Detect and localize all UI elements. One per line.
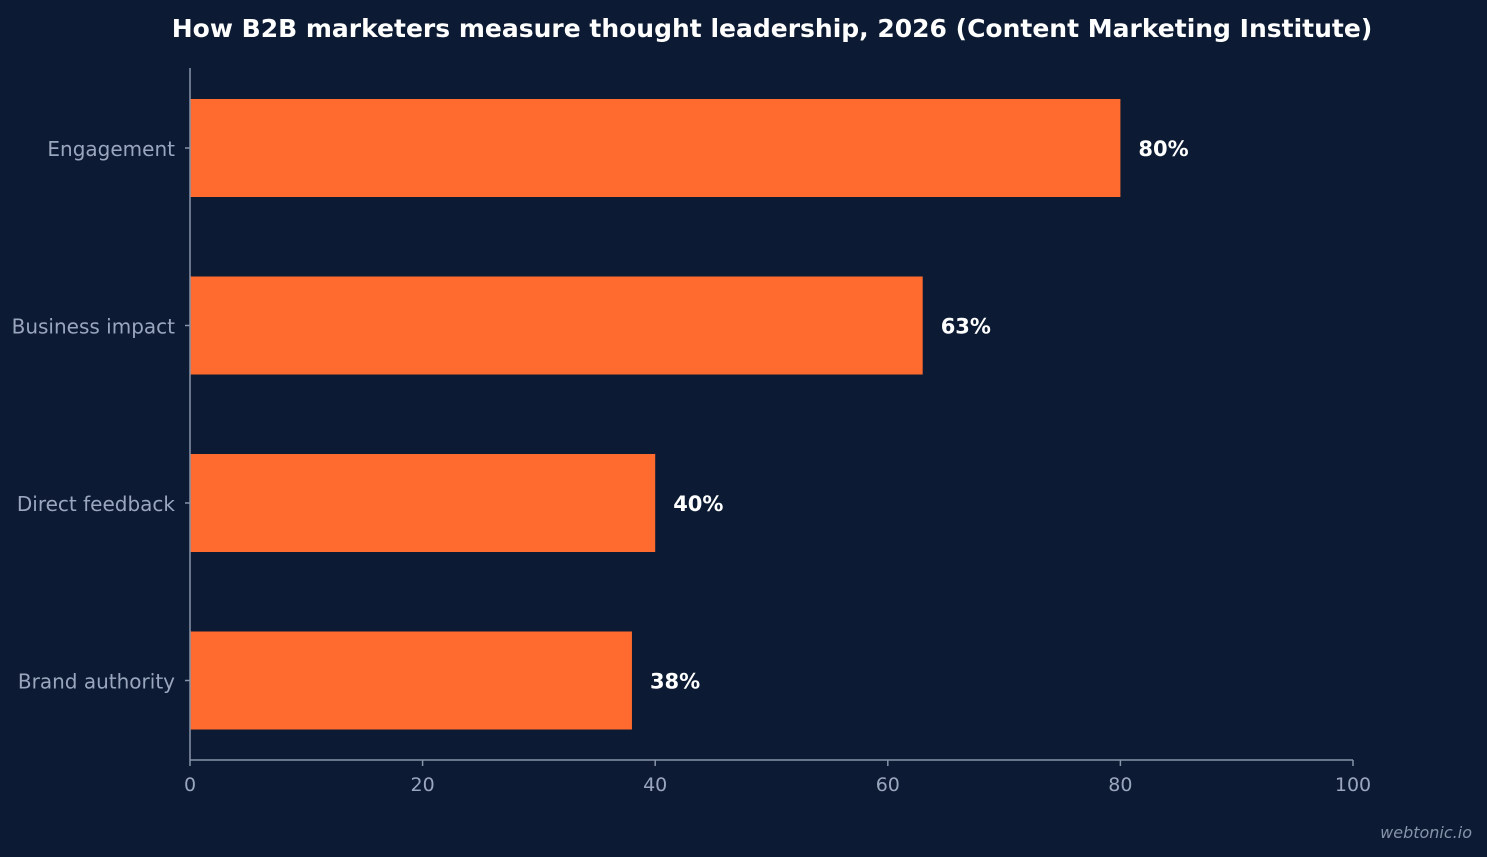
x-tick-label-100: 100 [1335, 774, 1371, 796]
watermark-text: webtonic.io [1380, 823, 1472, 842]
bar-business-impact [190, 276, 923, 375]
x-tick-label-20: 20 [411, 774, 435, 796]
axes-layer: Engagement Business impact Direct feedback… [12, 68, 1371, 796]
category-label-business-impact: Business impact [12, 315, 176, 339]
x-tick-label-60: 60 [876, 774, 900, 796]
x-tick-label-40: 40 [643, 774, 667, 796]
x-tick-label-80: 80 [1108, 774, 1132, 796]
chart-title: How B2B marketers measure thought leader… [172, 14, 1373, 43]
category-label-brand-authority: Brand authority [18, 670, 175, 694]
bar-brand-authority [190, 631, 632, 730]
value-label-engagement: 80% [1138, 137, 1188, 161]
bars-layer: 80% 63% 40% 38% [190, 99, 1189, 730]
value-label-business-impact: 63% [941, 315, 991, 339]
category-label-direct-feedback: Direct feedback [17, 492, 176, 516]
category-label-engagement: Engagement [47, 137, 175, 161]
value-label-brand-authority: 38% [650, 670, 700, 694]
value-label-direct-feedback: 40% [673, 492, 723, 516]
bar-engagement [190, 99, 1121, 197]
bar-direct-feedback [190, 454, 656, 552]
x-tick-label-0: 0 [184, 774, 196, 796]
